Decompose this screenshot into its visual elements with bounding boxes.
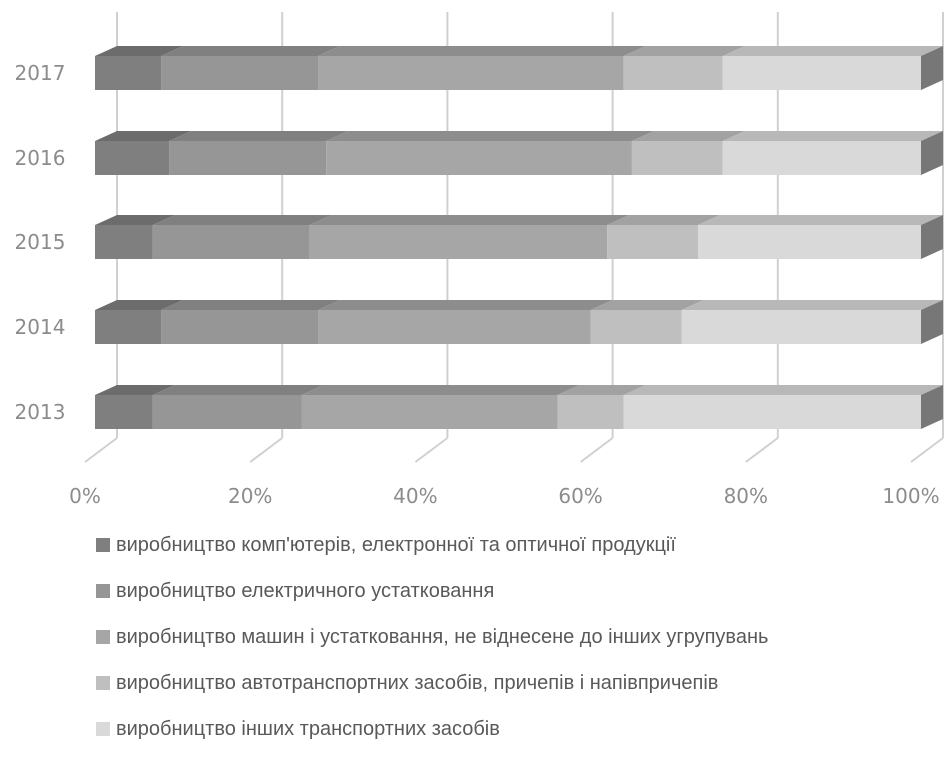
bar-segment-top [95,300,184,310]
bar-segment [152,395,302,429]
bar-segment [722,56,921,90]
bar-segment [161,56,319,90]
bar-segment-top [309,215,630,225]
legend-swatch [96,630,110,644]
bar-segment-top [95,131,192,141]
bar-segment [623,56,723,90]
bar-segment-top [326,131,654,141]
legend-swatch [96,722,110,736]
legend-swatch [96,676,110,690]
bar-side [921,46,943,90]
bar-side [921,215,943,259]
bar-segment-top [152,385,324,395]
bar-segment-top [301,385,580,395]
bar-segment [623,395,921,429]
bar-segment-top [161,46,341,56]
bar-segment [326,141,632,175]
legend-swatch [96,538,110,552]
bar-segment-top [318,46,646,56]
x-tick-label: 40% [393,484,437,508]
bar-segment [152,225,310,259]
y-tick-label: 2014 [15,315,66,339]
bar-segment-top [681,300,943,310]
bar-side [921,385,943,429]
bar-segment-top [95,215,175,225]
x-tick-label: 60% [558,484,602,508]
gridline-floor [84,437,118,463]
legend-label: виробництво комп'ютерів, електронної та … [116,533,676,556]
y-tick-label: 2016 [15,146,66,170]
legend-label: виробництво електричного устатковання [116,579,495,602]
bar-segment [318,56,624,90]
gridline-floor [745,437,779,463]
bar-segment [301,395,558,429]
bar-segment [697,225,921,259]
bar-segment-top [590,300,704,310]
bar-segment [557,395,624,429]
bar-segment-top [607,215,720,225]
y-tick-label: 2017 [15,61,66,85]
bar-segment [309,225,608,259]
legend-label: виробництво інших транспортних засобів [116,717,500,740]
bar-segment [722,141,921,175]
x-tick-label: 80% [724,484,768,508]
y-tick-labels: 2013 2014 2015 2016 2017 [15,61,66,424]
bar-segment [631,141,723,175]
x-tick-label: 0% [69,484,101,508]
gridline-floor [579,437,614,463]
bar-segment-top [722,46,943,56]
bar-segment-top [318,300,613,310]
bar-segment-top [169,131,349,141]
legend-item: виробництво інших транспортних засобів [96,717,768,740]
y-tick-label: 2015 [15,230,66,254]
legend: виробництво комп'ютерів, електронної та … [96,533,769,765]
bar-segment-top [623,46,745,56]
bar-segment-top [161,300,341,310]
bar-segment-top [623,385,943,395]
bar-segment [318,310,591,344]
x-tick-label: 100% [882,484,939,508]
bar-segment-top [557,385,646,395]
bar-segment [95,56,162,90]
bar-segment [161,310,319,344]
bar-segment [169,141,327,175]
x-tick-labels: 0% 20% 40% 60% 80% 100% [69,484,939,508]
bar-segment [681,310,921,344]
y-tick-label: 2013 [15,400,66,424]
bar-segment-top [631,131,745,141]
bar-segment [95,225,153,259]
x-tick-label: 20% [228,484,272,508]
legend-label: виробництво автотранспортних засобів, пр… [116,671,719,694]
bar-segment [590,310,682,344]
bars [95,46,943,429]
legend-item: виробництво комп'ютерів, електронної та … [96,533,768,556]
legend-item: виробництво автотранспортних засобів, пр… [96,671,768,694]
gridline-floor [910,437,944,463]
bar-segment-top [95,385,175,395]
legend-swatch [96,584,110,598]
bar-side [921,300,943,344]
legend-item: виробництво машин і устатковання, не від… [96,625,769,648]
bar-segment-top [152,215,332,225]
bar-segment [95,310,162,344]
bar-segment [95,395,153,429]
legend-item: виробництво електричного устатковання [96,579,768,602]
bar-segment-top [697,215,943,225]
gridline-floor [249,437,283,463]
bar-segment-top [95,46,184,56]
bar-segment [95,141,170,175]
gridline-floor [414,437,448,463]
bar-segment-top [722,131,943,141]
legend-label: виробництво машин і устатковання, не від… [116,625,769,648]
bar-side [921,131,943,175]
bar-segment [607,225,698,259]
